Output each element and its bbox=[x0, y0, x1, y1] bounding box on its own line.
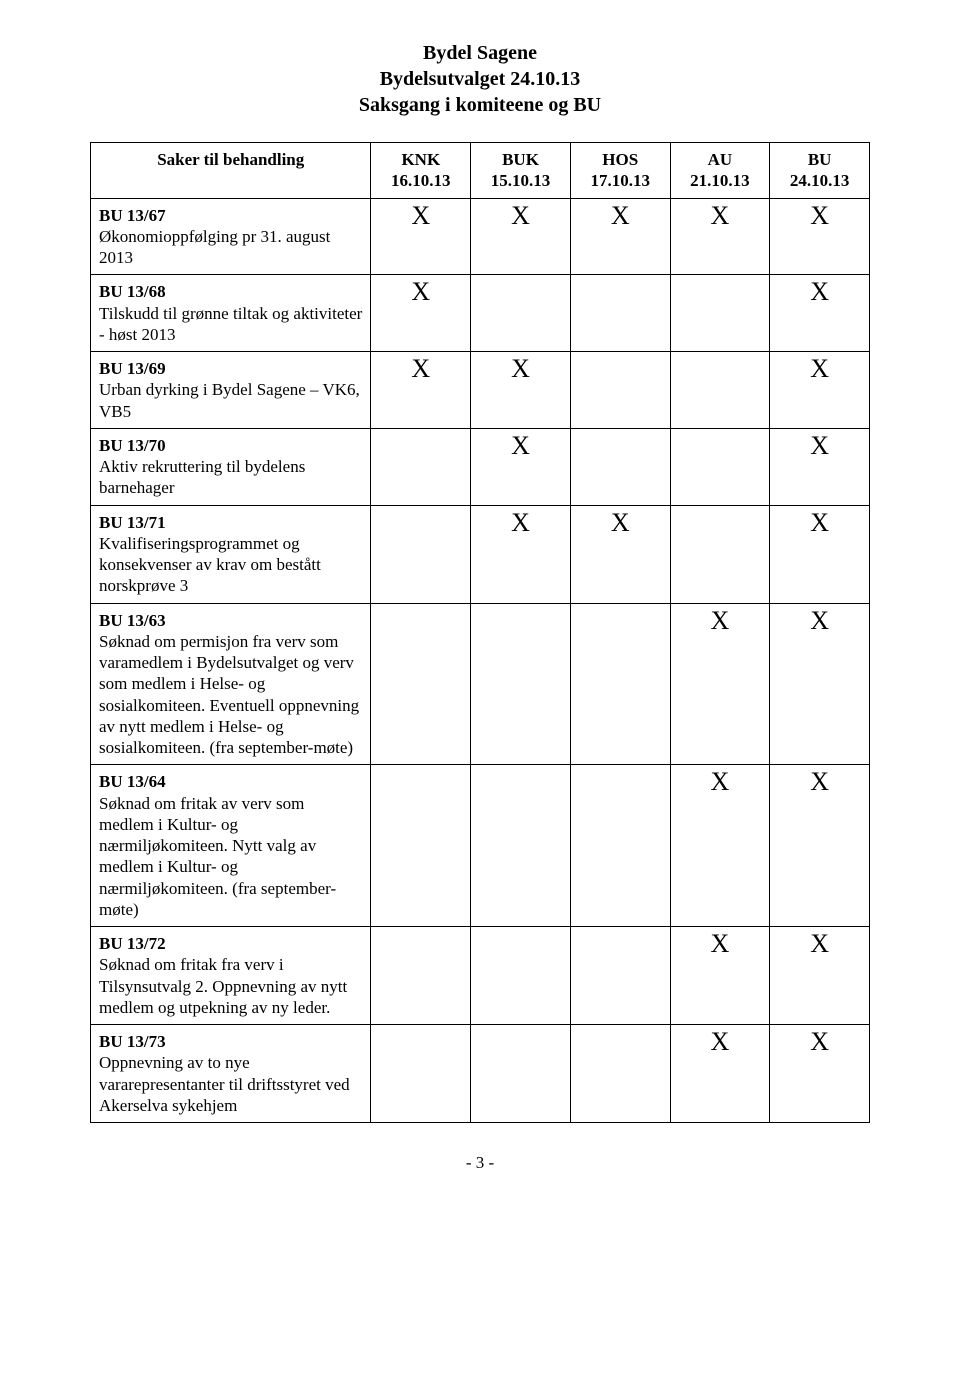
mark-cell: X bbox=[471, 505, 571, 603]
mark-cell bbox=[670, 275, 770, 352]
mark-cell bbox=[371, 1025, 471, 1123]
mark-cell: X bbox=[770, 603, 870, 765]
mark-cell: X bbox=[770, 198, 870, 275]
header-line-1: Bydel Sagene bbox=[90, 40, 870, 66]
mark-cell bbox=[670, 505, 770, 603]
row-label-cell: BU 13/69 Urban dyrking i Bydel Sagene – V… bbox=[91, 352, 371, 429]
table-row: BU 13/70 Aktiv rekruttering til bydelens … bbox=[91, 428, 870, 505]
row-label-cell: BU 13/72 Søknad om fritak fra verv i Tils… bbox=[91, 927, 371, 1025]
saksgang-table: Saker til behandling KNK 16.10.13 BUK 15… bbox=[90, 142, 870, 1123]
mark-cell bbox=[570, 428, 670, 505]
mark-cell bbox=[570, 765, 670, 927]
mark-cell bbox=[570, 1025, 670, 1123]
mark-cell: X bbox=[471, 352, 571, 429]
case-text: Urban dyrking i Bydel Sagene – VK6, VB5 bbox=[99, 380, 360, 420]
mark-cell: X bbox=[570, 505, 670, 603]
mark-cell: X bbox=[670, 1025, 770, 1123]
mark-cell: X bbox=[770, 428, 870, 505]
mark-cell bbox=[670, 428, 770, 505]
table-row: BU 13/69 Urban dyrking i Bydel Sagene – V… bbox=[91, 352, 870, 429]
case-code: BU 13/69 bbox=[99, 359, 166, 378]
table-row: BU 13/71 Kvalifiseringsprogrammet og kons… bbox=[91, 505, 870, 603]
mark-cell: X bbox=[670, 765, 770, 927]
mark-cell: X bbox=[770, 352, 870, 429]
mark-cell bbox=[371, 765, 471, 927]
mark-cell bbox=[471, 275, 571, 352]
table-row: BU 13/72 Søknad om fritak fra verv i Tils… bbox=[91, 927, 870, 1025]
row-label-cell: BU 13/63 Søknad om permisjon fra verv som… bbox=[91, 603, 371, 765]
case-text: Oppnevning av to nye vararepresentanter … bbox=[99, 1053, 350, 1115]
case-code: BU 13/72 bbox=[99, 934, 166, 953]
row-label-cell: BU 13/73 Oppnevning av to nye varareprese… bbox=[91, 1025, 371, 1123]
mark-cell bbox=[471, 765, 571, 927]
mark-cell: X bbox=[770, 765, 870, 927]
case-code: BU 13/70 bbox=[99, 436, 166, 455]
mark-cell: X bbox=[471, 428, 571, 505]
col-header-au: AU 21.10.13 bbox=[670, 143, 770, 199]
mark-cell: X bbox=[371, 198, 471, 275]
table-header-row: Saker til behandling KNK 16.10.13 BUK 15… bbox=[91, 143, 870, 199]
col-header-buk: BUK 15.10.13 bbox=[471, 143, 571, 199]
page-header: Bydel Sagene Bydelsutvalget 24.10.13 Sak… bbox=[90, 40, 870, 118]
mark-cell: X bbox=[570, 198, 670, 275]
row-label-cell: BU 13/70 Aktiv rekruttering til bydelens … bbox=[91, 428, 371, 505]
mark-cell: X bbox=[371, 352, 471, 429]
table-row: BU 13/64 Søknad om fritak av verv som med… bbox=[91, 765, 870, 927]
case-code: BU 13/71 bbox=[99, 513, 166, 532]
mark-cell bbox=[570, 352, 670, 429]
case-text: Søknad om fritak av verv som medlem i Ku… bbox=[99, 794, 336, 919]
mark-cell bbox=[471, 927, 571, 1025]
case-text: Tilskudd til grønne tiltak og aktivitete… bbox=[99, 304, 362, 344]
table-row: BU 13/63 Søknad om permisjon fra verv som… bbox=[91, 603, 870, 765]
case-code: BU 13/63 bbox=[99, 611, 166, 630]
mark-cell: X bbox=[471, 198, 571, 275]
mark-cell: X bbox=[770, 927, 870, 1025]
row-label-cell: BU 13/71 Kvalifiseringsprogrammet og kons… bbox=[91, 505, 371, 603]
mark-cell: X bbox=[770, 1025, 870, 1123]
table-row: BU 13/73 Oppnevning av to nye varareprese… bbox=[91, 1025, 870, 1123]
col-header-saker: Saker til behandling bbox=[91, 143, 371, 199]
case-text: Søknad om fritak fra verv i Tilsynsutval… bbox=[99, 955, 347, 1017]
col-header-knk: KNK 16.10.13 bbox=[371, 143, 471, 199]
case-code: BU 13/73 bbox=[99, 1032, 166, 1051]
case-text: Kvalifiseringsprogrammet og konsekvenser… bbox=[99, 534, 321, 596]
header-line-3: Saksgang i komiteene og BU bbox=[90, 92, 870, 118]
table-row: BU 13/67 Økonomioppfølging pr 31. august … bbox=[91, 198, 870, 275]
mark-cell: X bbox=[670, 603, 770, 765]
mark-cell bbox=[471, 1025, 571, 1123]
case-text: Søknad om permisjon fra verv som varamed… bbox=[99, 632, 359, 757]
mark-cell bbox=[570, 275, 670, 352]
mark-cell bbox=[570, 603, 670, 765]
case-text: Økonomioppfølging pr 31. august 2013 bbox=[99, 227, 330, 267]
mark-cell bbox=[670, 352, 770, 429]
mark-cell: X bbox=[770, 275, 870, 352]
mark-cell: X bbox=[670, 198, 770, 275]
row-label-cell: BU 13/68 Tilskudd til grønne tiltak og ak… bbox=[91, 275, 371, 352]
mark-cell bbox=[371, 603, 471, 765]
page-number: - 3 - bbox=[90, 1153, 870, 1173]
case-code: BU 13/68 bbox=[99, 282, 166, 301]
case-text: Aktiv rekruttering til bydelens barnehag… bbox=[99, 457, 305, 497]
mark-cell: X bbox=[770, 505, 870, 603]
row-label-cell: BU 13/67 Økonomioppfølging pr 31. august … bbox=[91, 198, 371, 275]
mark-cell bbox=[371, 927, 471, 1025]
case-code: BU 13/64 bbox=[99, 772, 166, 791]
mark-cell bbox=[371, 505, 471, 603]
header-line-2: Bydelsutvalget 24.10.13 bbox=[90, 66, 870, 92]
mark-cell: X bbox=[371, 275, 471, 352]
case-code: BU 13/67 bbox=[99, 206, 166, 225]
col-header-bu: BU 24.10.13 bbox=[770, 143, 870, 199]
mark-cell bbox=[471, 603, 571, 765]
mark-cell bbox=[371, 428, 471, 505]
row-label-cell: BU 13/64 Søknad om fritak av verv som med… bbox=[91, 765, 371, 927]
mark-cell bbox=[570, 927, 670, 1025]
table-row: BU 13/68 Tilskudd til grønne tiltak og ak… bbox=[91, 275, 870, 352]
mark-cell: X bbox=[670, 927, 770, 1025]
col-header-hos: HOS 17.10.13 bbox=[570, 143, 670, 199]
